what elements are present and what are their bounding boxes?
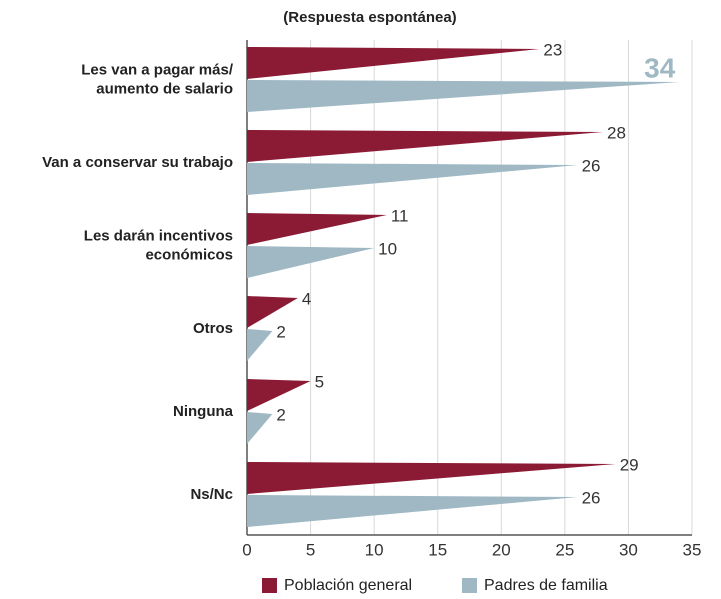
x-tick-label: 30: [619, 540, 638, 559]
category-label: Van a conservar su trabajo: [42, 154, 233, 171]
bar: [247, 495, 578, 527]
category-label: Ninguna: [173, 403, 234, 420]
value-label: 28: [607, 123, 626, 142]
value-label: 23: [543, 40, 562, 59]
chart-subtitle: (Respuesta espontánea): [283, 9, 456, 26]
x-tick-label: 25: [555, 540, 574, 559]
value-label: 2: [276, 405, 285, 424]
value-label: 11: [391, 206, 409, 225]
value-label: 29: [620, 455, 639, 474]
legend-label: Población general: [284, 577, 412, 594]
bar: [247, 296, 298, 328]
category-label: Les darán incentivos económicos: [84, 227, 233, 263]
value-label: 26: [582, 156, 601, 175]
legend-swatch: [462, 578, 477, 593]
category-label: Les van a pagar más/aumento de salario: [81, 61, 234, 97]
value-label: 34: [644, 52, 676, 83]
value-label: 10: [378, 239, 397, 258]
value-label: 4: [302, 289, 311, 308]
x-tick-label: 5: [306, 540, 315, 559]
bar: [247, 130, 603, 162]
bar: [247, 329, 273, 361]
category-label: Otros: [193, 320, 233, 337]
bar: [247, 80, 680, 112]
bar: [247, 379, 311, 411]
x-tick-label: 20: [492, 540, 511, 559]
bar: [247, 412, 273, 444]
legend-label: Padres de familia: [484, 577, 608, 594]
x-tick-label: 35: [683, 540, 702, 559]
value-label: 2: [276, 322, 285, 341]
x-tick-label: 0: [242, 540, 251, 559]
bar: [247, 213, 387, 245]
category-label: Ns/Nc: [190, 486, 233, 503]
bar: [247, 246, 375, 278]
value-label: 26: [582, 488, 601, 507]
x-tick-label: 15: [428, 540, 447, 559]
value-label: 5: [315, 372, 324, 391]
bar: [247, 47, 540, 79]
bar: [247, 163, 578, 195]
bar: [247, 462, 616, 494]
legend-swatch: [262, 578, 277, 593]
x-tick-label: 10: [365, 540, 384, 559]
